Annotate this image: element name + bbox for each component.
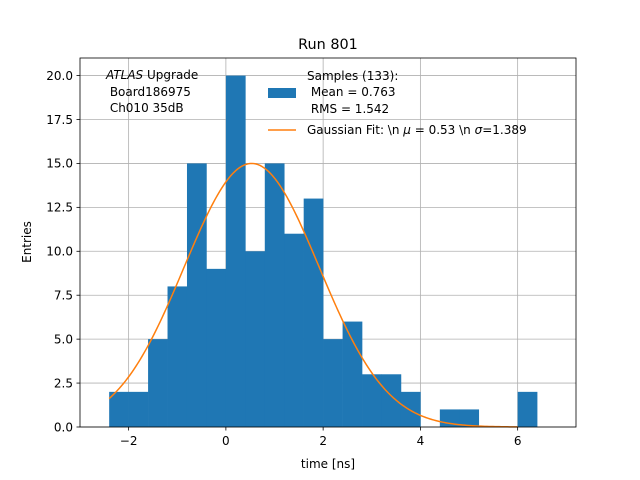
- chart-title: Run 801: [298, 37, 358, 53]
- legend-samples-line-1: Samples (133):: [307, 69, 398, 83]
- x-axis-label: time [ns]: [301, 457, 355, 471]
- y-axis-label: Entries: [20, 221, 34, 263]
- histogram-bar: [206, 268, 227, 427]
- histogram-bar: [284, 233, 304, 427]
- legend-fit-sigma-symbol: σ: [475, 123, 483, 137]
- x-tick-label: −2: [120, 434, 138, 448]
- histogram-bar: [517, 391, 538, 427]
- y-tick-label: 15.0: [46, 157, 73, 171]
- legend-samples-line-3: RMS = 1.542: [307, 102, 389, 116]
- histogram-bar: [167, 286, 188, 427]
- legend-fit-mu-value: = 0.53 \n: [411, 123, 475, 137]
- histogram-bar: [225, 75, 246, 428]
- histogram-bar: [128, 391, 149, 427]
- gaussian-fit-curve: [108, 162, 518, 428]
- histogram-bar: [245, 251, 266, 427]
- y-axis-ticks: 0.0 2.5 5.0 7.5 10.0 12.5 15.0 17.5 20.0: [46, 69, 80, 434]
- annotation-line-1: ATLAS Upgrade: [105, 68, 198, 82]
- x-tick-label: 4: [417, 434, 425, 448]
- histogram-bar: [303, 198, 324, 427]
- histogram-bar: [186, 163, 207, 427]
- histogram-bar: [459, 409, 480, 427]
- histogram-bar: [381, 374, 402, 427]
- y-tick-label: 12.5: [46, 201, 73, 215]
- legend-samples-line-2: Mean = 0.763: [307, 85, 396, 99]
- y-tick-label: 5.0: [54, 332, 73, 346]
- annotation-line-2: Board186975: [106, 85, 191, 99]
- annotation-atlas-word: ATLAS: [105, 68, 144, 82]
- histogram-bars: [109, 75, 538, 428]
- y-tick-label: 20.0: [46, 69, 73, 83]
- annotation-upgrade-word: Upgrade: [143, 68, 198, 82]
- histogram-bar: [362, 374, 382, 427]
- legend-fit-label: Gaussian Fit: \n μ = 0.53 \n σ=1.389: [307, 123, 527, 137]
- plot-frame: [79, 57, 577, 428]
- histogram-bar: [264, 163, 285, 427]
- legend: Samples (133): Mean = 0.763 RMS = 1.542 …: [268, 69, 527, 137]
- legend-fit-sigma-value: =1.389: [482, 123, 526, 137]
- y-tick-label: 0.0: [54, 420, 73, 434]
- annotation-line-3: Ch010 35dB: [106, 101, 184, 115]
- atlas-annotation: ATLAS Upgrade Board186975 Ch010 35dB: [105, 68, 198, 115]
- y-tick-label: 7.5: [54, 289, 73, 303]
- histogram-bar: [323, 339, 343, 427]
- legend-fit-mu-symbol: μ: [402, 123, 411, 137]
- y-tick-label: 17.5: [46, 113, 73, 127]
- x-tick-label: 0: [222, 434, 230, 448]
- x-axis-ticks: −2 0 2 4 6: [120, 427, 522, 448]
- histogram-bar: [400, 391, 421, 427]
- x-tick-label: 2: [319, 434, 327, 448]
- x-tick-label: 6: [514, 434, 522, 448]
- histogram-bar: [109, 391, 129, 427]
- histogram-bar: [342, 321, 363, 427]
- y-tick-label: 10.0: [46, 245, 73, 259]
- histogram-bar: [148, 339, 168, 427]
- y-tick-label: 2.5: [54, 376, 73, 390]
- legend-samples-swatch: [268, 88, 296, 98]
- legend-fit-prefix: Gaussian Fit: \n: [307, 123, 403, 137]
